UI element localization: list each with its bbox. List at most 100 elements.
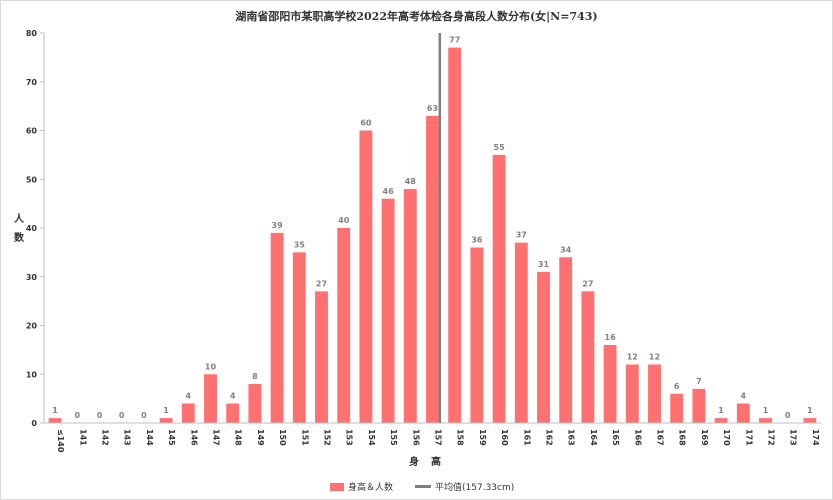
x-tick-label: 148 bbox=[234, 429, 243, 446]
x-tick-label: 171 bbox=[744, 429, 753, 446]
x-tick-label: 142 bbox=[101, 429, 110, 446]
data-label: 0 bbox=[97, 411, 103, 420]
x-axis-label: 身高 bbox=[409, 457, 453, 468]
x-tick-label: ≤140 bbox=[56, 429, 65, 453]
legend-mean-label: 平均值(157.33cm) bbox=[435, 483, 515, 493]
legend-bar-label: 身高＆人数 bbox=[348, 483, 394, 493]
bar bbox=[736, 403, 750, 423]
bar bbox=[448, 47, 462, 423]
x-tick-label: 150 bbox=[278, 429, 287, 446]
x-tick-label: 166 bbox=[633, 429, 642, 446]
data-label: 1 bbox=[807, 406, 813, 415]
data-label: 12 bbox=[627, 353, 638, 362]
data-label: 10 bbox=[205, 362, 217, 371]
bar bbox=[803, 418, 817, 423]
x-tick-label: 163 bbox=[567, 429, 576, 446]
x-tick-label: 173 bbox=[789, 429, 798, 446]
x-tick-label: 168 bbox=[678, 429, 687, 446]
bar bbox=[270, 232, 284, 423]
data-label: 27 bbox=[316, 279, 327, 288]
data-label: 12 bbox=[649, 353, 660, 362]
bar bbox=[337, 228, 351, 423]
y-axis-label-text: 人数 bbox=[12, 210, 26, 248]
bar bbox=[48, 418, 62, 423]
bar bbox=[470, 247, 484, 423]
x-tick-label: 158 bbox=[456, 429, 465, 446]
bar bbox=[204, 374, 217, 423]
data-label: 8 bbox=[252, 372, 258, 381]
data-label: 31 bbox=[538, 260, 550, 269]
x-tick-label: 149 bbox=[256, 429, 265, 446]
y-tick-label: 70 bbox=[26, 78, 38, 87]
y-tick-label: 20 bbox=[26, 322, 38, 331]
data-label: 55 bbox=[494, 143, 506, 152]
y-axis-label: 人数 bbox=[12, 210, 26, 248]
data-label: 36 bbox=[471, 236, 483, 245]
data-label: 6 bbox=[674, 382, 680, 391]
x-tick-label: 141 bbox=[78, 429, 87, 446]
bar bbox=[514, 242, 528, 423]
y-axis-label-char: 数 bbox=[14, 233, 24, 244]
x-tick-label: 152 bbox=[323, 429, 332, 446]
data-label: 4 bbox=[741, 392, 747, 401]
x-tick-label: 151 bbox=[300, 429, 309, 446]
y-tick-label: 60 bbox=[26, 127, 38, 136]
y-tick-label: 50 bbox=[26, 175, 38, 184]
x-tick-label: 155 bbox=[389, 429, 398, 446]
y-axis-label-char: 人 bbox=[14, 214, 24, 225]
data-label: 60 bbox=[360, 119, 372, 128]
bar bbox=[559, 257, 573, 423]
bar bbox=[759, 418, 772, 423]
data-label: 27 bbox=[582, 279, 593, 288]
data-label: 40 bbox=[338, 216, 350, 225]
legend-bar-swatch bbox=[330, 482, 344, 491]
x-tick-label: 146 bbox=[189, 429, 198, 446]
data-label: 4 bbox=[230, 392, 236, 401]
y-tick-label: 80 bbox=[26, 29, 38, 38]
y-tick-label: 10 bbox=[26, 370, 38, 379]
data-label: 1 bbox=[718, 406, 724, 415]
x-tick-label: 143 bbox=[123, 429, 132, 446]
x-tick-label: 157 bbox=[434, 429, 443, 446]
x-tick-label: 154 bbox=[367, 429, 376, 446]
data-label: 0 bbox=[75, 411, 81, 420]
x-tick-label: 153 bbox=[345, 429, 354, 446]
x-tick-label: 170 bbox=[722, 429, 731, 446]
bar bbox=[226, 403, 240, 423]
data-label: 35 bbox=[294, 240, 306, 249]
y-tick-label: 40 bbox=[26, 224, 38, 233]
chart-title: 湖南省邵阳市某职高学校2022年高考体检各身高段人数分布(女|N=743) bbox=[235, 10, 598, 23]
bar bbox=[359, 130, 373, 423]
legend: 身高＆人数 平均值(157.33cm) bbox=[330, 480, 514, 493]
x-tick-label: 164 bbox=[589, 429, 598, 446]
data-label: 34 bbox=[560, 245, 572, 254]
data-label: 4 bbox=[186, 392, 192, 401]
x-tick-label: 165 bbox=[611, 429, 620, 446]
x-tick-label: 147 bbox=[212, 429, 221, 446]
bar bbox=[603, 345, 617, 423]
x-tick-label: 144 bbox=[145, 429, 154, 446]
bar bbox=[714, 418, 728, 423]
bar bbox=[670, 393, 684, 423]
data-label: 48 bbox=[405, 177, 417, 186]
bar bbox=[159, 418, 173, 423]
data-label: 37 bbox=[516, 231, 527, 240]
bar bbox=[581, 291, 595, 423]
x-tick-label: 174 bbox=[811, 429, 820, 446]
data-label: 1 bbox=[163, 406, 169, 415]
bar bbox=[625, 364, 639, 423]
x-tick-label: 161 bbox=[522, 429, 531, 446]
data-label: 39 bbox=[272, 221, 284, 230]
x-tick-label: 156 bbox=[411, 429, 420, 446]
x-tick-label: 160 bbox=[500, 429, 509, 446]
bar bbox=[692, 388, 706, 423]
bar bbox=[648, 364, 661, 423]
data-label: 77 bbox=[449, 36, 460, 45]
x-tick-label: 172 bbox=[767, 429, 776, 446]
data-label: 1 bbox=[52, 406, 58, 415]
bar bbox=[537, 271, 550, 423]
data-label: 0 bbox=[141, 411, 147, 420]
x-tick-label: 169 bbox=[700, 429, 709, 446]
y-tick-label: 30 bbox=[26, 273, 38, 282]
